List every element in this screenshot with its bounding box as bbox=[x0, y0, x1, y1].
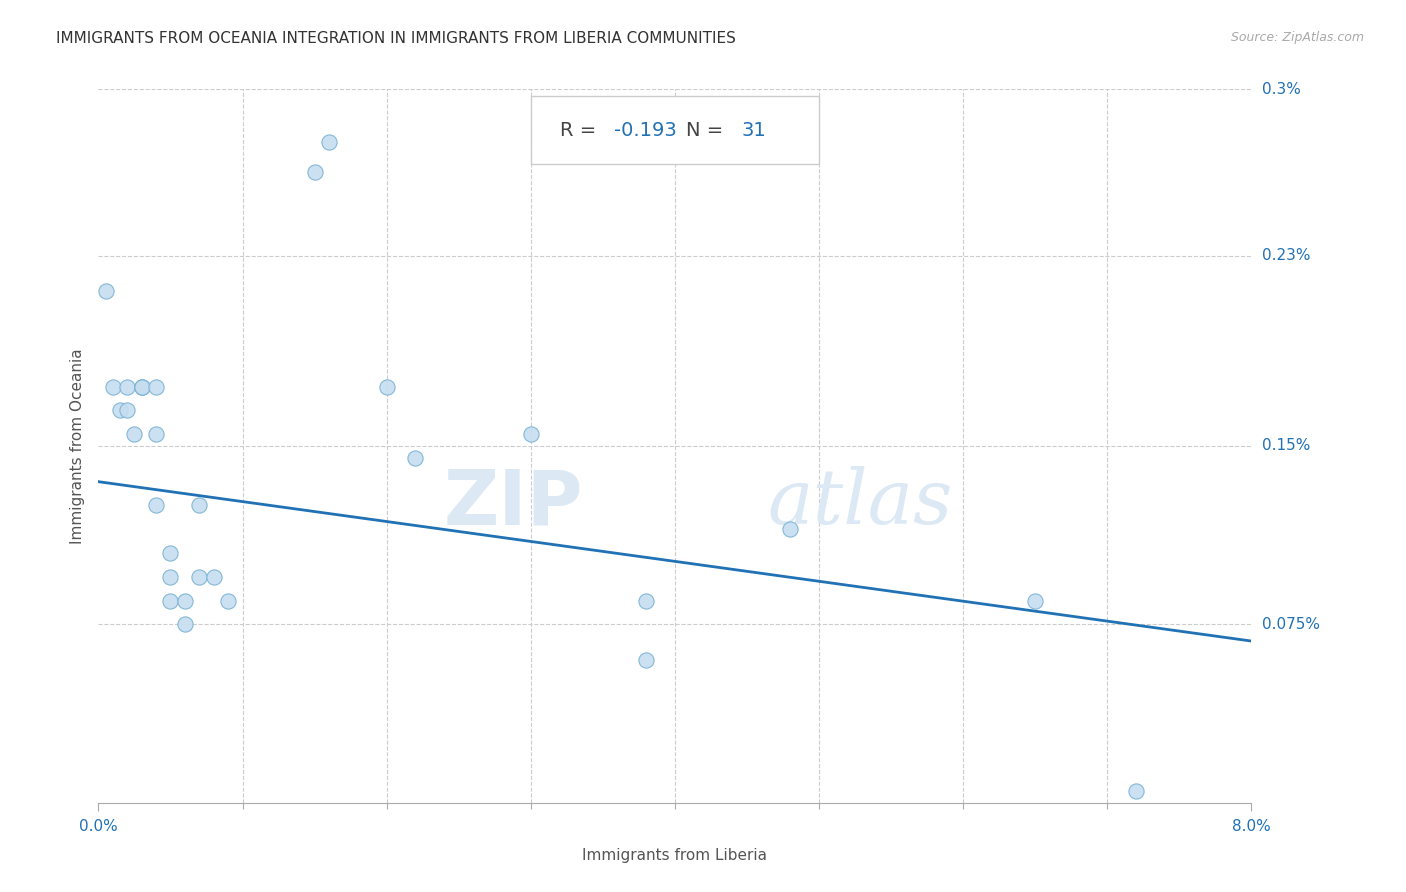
Point bbox=[117, 379, 138, 393]
FancyBboxPatch shape bbox=[530, 96, 818, 164]
Point bbox=[108, 403, 131, 417]
Text: atlas: atlas bbox=[768, 467, 952, 540]
Point bbox=[375, 379, 398, 393]
Text: IMMIGRANTS FROM OCEANIA INTEGRATION IN IMMIGRANTS FROM LIBERIA COMMUNITIES: IMMIGRANTS FROM OCEANIA INTEGRATION IN I… bbox=[56, 31, 737, 46]
Text: 31: 31 bbox=[742, 120, 766, 140]
Point bbox=[202, 570, 225, 584]
Text: N =: N = bbox=[686, 120, 730, 140]
Point bbox=[636, 593, 658, 607]
Point bbox=[145, 499, 167, 513]
Text: 0.075%: 0.075% bbox=[1263, 617, 1320, 632]
Point bbox=[94, 285, 117, 299]
Point bbox=[159, 570, 181, 584]
Point bbox=[174, 593, 197, 607]
Point bbox=[318, 135, 340, 149]
Text: ZIP: ZIP bbox=[443, 467, 582, 540]
Point bbox=[159, 546, 181, 560]
Point bbox=[636, 653, 658, 667]
Point bbox=[217, 593, 239, 607]
Point bbox=[131, 379, 153, 393]
Point bbox=[519, 427, 541, 442]
Point bbox=[1024, 593, 1046, 607]
Point bbox=[131, 379, 153, 393]
Y-axis label: Immigrants from Oceania: Immigrants from Oceania bbox=[69, 348, 84, 544]
Point bbox=[145, 427, 167, 442]
Point bbox=[188, 570, 211, 584]
Point bbox=[101, 379, 124, 393]
Point bbox=[188, 499, 211, 513]
Text: 0.23%: 0.23% bbox=[1263, 248, 1310, 263]
Point bbox=[405, 450, 427, 465]
Point bbox=[304, 165, 326, 179]
Text: Source: ZipAtlas.com: Source: ZipAtlas.com bbox=[1230, 31, 1364, 45]
Point bbox=[124, 427, 146, 442]
Point bbox=[131, 379, 153, 393]
Text: 0.15%: 0.15% bbox=[1263, 439, 1310, 453]
Point bbox=[174, 617, 197, 632]
Text: R =: R = bbox=[560, 120, 602, 140]
X-axis label: Immigrants from Liberia: Immigrants from Liberia bbox=[582, 848, 768, 863]
Point bbox=[159, 593, 181, 607]
Point bbox=[117, 403, 138, 417]
Point bbox=[1125, 784, 1147, 798]
Point bbox=[779, 522, 801, 536]
Text: 0.3%: 0.3% bbox=[1263, 82, 1302, 96]
Text: -0.193: -0.193 bbox=[614, 120, 676, 140]
Point bbox=[145, 379, 167, 393]
